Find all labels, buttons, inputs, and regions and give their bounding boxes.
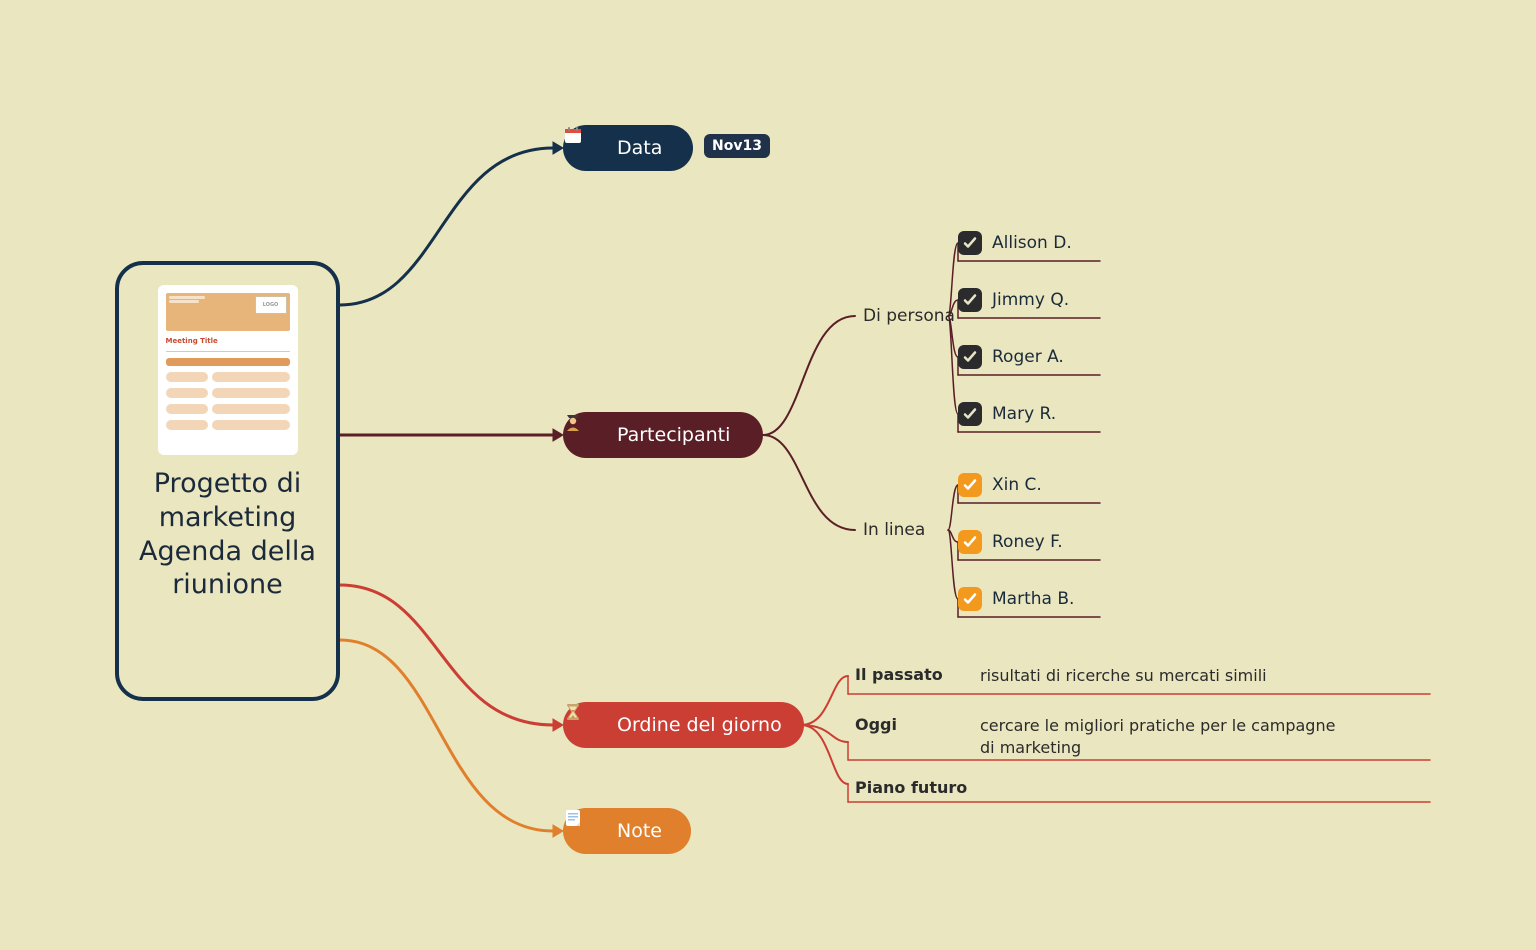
agenda-text: risultati di ricerche su mercati simili (980, 665, 1267, 687)
checkbox-icon[interactable] (958, 402, 982, 426)
partecipanti-node[interactable]: Partecipanti (563, 412, 763, 458)
data-label: Data (617, 137, 662, 159)
checkbox-icon[interactable] (958, 587, 982, 611)
participant-name: Roger A. (992, 347, 1064, 367)
group-label-in-linea: In linea (863, 520, 925, 540)
participant-leaf[interactable]: Martha B. (958, 587, 1074, 611)
calendar-icon (585, 137, 607, 159)
ordine-node[interactable]: Ordine del giorno (563, 702, 804, 748)
data-badge: Nov13 (704, 134, 770, 158)
partecipanti-label: Partecipanti (617, 424, 730, 446)
participant-leaf[interactable]: Roger A. (958, 345, 1064, 369)
hourglass-icon (585, 714, 607, 736)
checkbox-icon[interactable] (958, 345, 982, 369)
agenda-key: Il passato (855, 665, 943, 684)
data-node[interactable]: Data (563, 125, 693, 171)
participant-name: Roney F. (992, 532, 1063, 552)
participant-name: Xin C. (992, 475, 1042, 495)
agenda-text: cercare le migliori pratiche per le camp… (980, 715, 1340, 758)
participant-name: Jimmy Q. (992, 290, 1069, 310)
thumb-title: Meeting Title (166, 337, 290, 345)
checkbox-icon[interactable] (958, 231, 982, 255)
checkbox-icon[interactable] (958, 473, 982, 497)
participant-leaf[interactable]: Jimmy Q. (958, 288, 1069, 312)
note-icon (585, 820, 607, 842)
root-thumbnail: LOGO Meeting Title (158, 285, 298, 455)
thumb-logo: LOGO (255, 296, 287, 314)
participant-leaf[interactable]: Mary R. (958, 402, 1056, 426)
group-label-di-persona: Di persona (863, 306, 955, 326)
checkbox-icon[interactable] (958, 530, 982, 554)
ordine-label: Ordine del giorno (617, 714, 782, 736)
person-icon (585, 424, 607, 446)
participant-leaf[interactable]: Allison D. (958, 231, 1072, 255)
participant-name: Mary R. (992, 404, 1056, 424)
note-node[interactable]: Note (563, 808, 691, 854)
checkbox-icon[interactable] (958, 288, 982, 312)
note-label: Note (617, 820, 662, 842)
participant-leaf[interactable]: Xin C. (958, 473, 1042, 497)
participant-name: Martha B. (992, 589, 1074, 609)
agenda-key: Piano futuro (855, 778, 967, 797)
root-title: Progetto di marketing Agenda della riuni… (138, 467, 318, 602)
participant-leaf[interactable]: Roney F. (958, 530, 1063, 554)
root-node[interactable]: LOGO Meeting Title Progetto di marketing… (115, 261, 340, 701)
participant-name: Allison D. (992, 233, 1072, 253)
agenda-key: Oggi (855, 715, 897, 734)
